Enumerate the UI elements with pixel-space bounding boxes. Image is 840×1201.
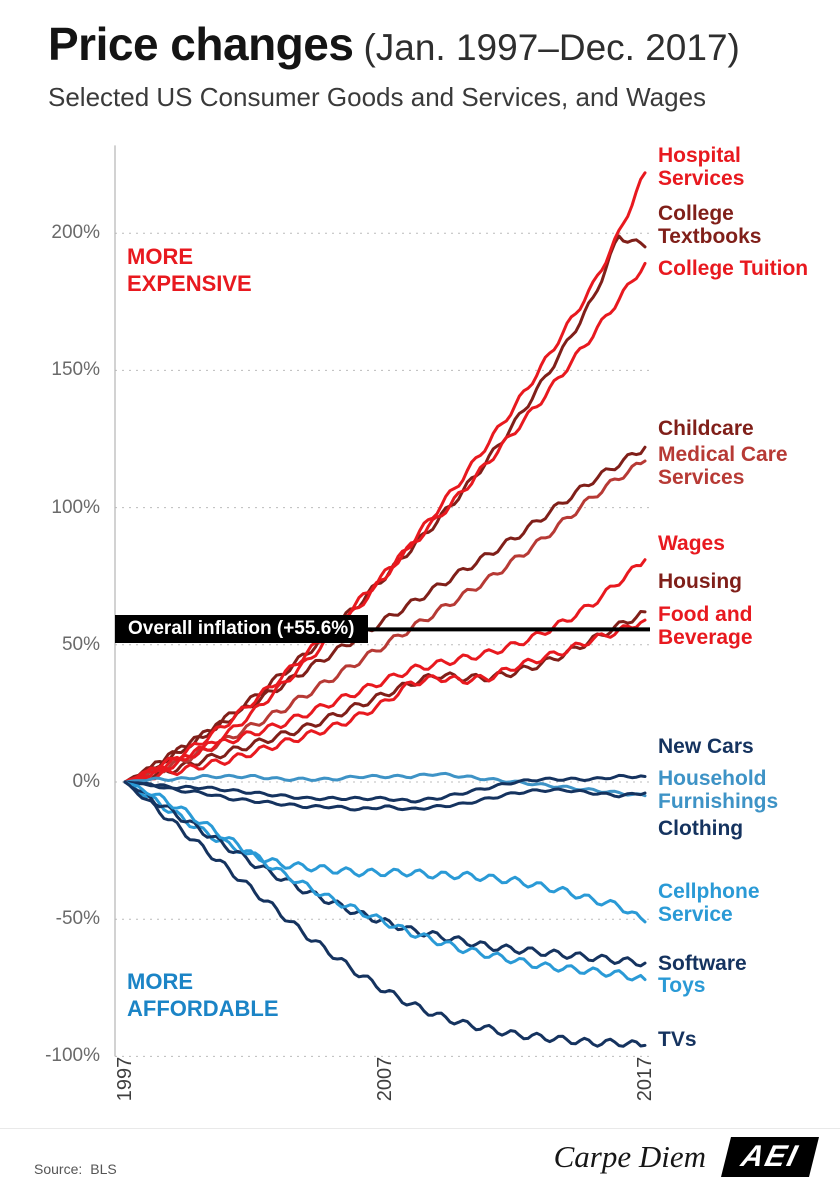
annotation-line: MORE [127,969,193,994]
branding: Carpe Diem AEI [553,1137,819,1177]
overall-inflation-label: Overall inflation (+55.6%) [115,615,368,644]
carpe-diem-wordmark: Carpe Diem [553,1139,706,1174]
chart-footer: Source: BLS Carpe Diem AEI [0,1128,840,1201]
title-main: Price changes [48,18,354,70]
source-label: Source: [34,1161,83,1177]
annotation-line: MORE [127,244,193,269]
aei-logo: AEI [720,1137,819,1177]
annotation-line: AFFORDABLE [127,996,279,1021]
source-value: BLS [90,1161,117,1177]
more-affordable-annotation: MORE AFFORDABLE [127,968,279,1022]
annotation-line: EXPENSIVE [127,271,252,296]
page-title: Price changes (Jan. 1997–Dec. 2017) [48,18,830,74]
aei-logo-text: AEI [737,1140,803,1173]
source-note: Source: BLS [34,1161,117,1177]
title-date-range: (Jan. 1997–Dec. 2017) [363,27,740,68]
chart-header: Price changes (Jan. 1997–Dec. 2017) Selec… [48,18,830,113]
more-expensive-annotation: MORE EXPENSIVE [127,243,252,297]
chart-subtitle: Selected US Consumer Goods and Services,… [48,82,707,112]
